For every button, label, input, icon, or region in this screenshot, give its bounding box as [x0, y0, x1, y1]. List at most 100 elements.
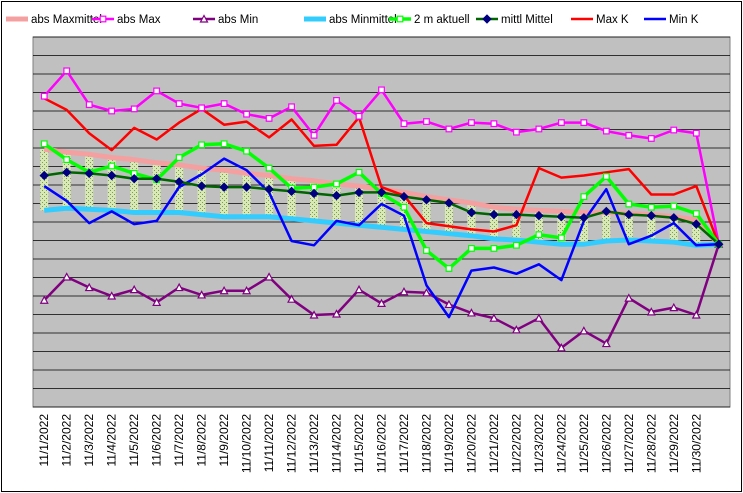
x-tick-label: 11/23/2022	[532, 414, 546, 473]
data-point	[108, 162, 116, 170]
x-tick-label: 11/22/2022	[509, 414, 523, 473]
range-bar	[220, 170, 229, 217]
data-point	[85, 101, 93, 109]
data-point	[445, 265, 453, 272]
range-bar	[579, 212, 588, 245]
x-tick-label: 11/4/2022	[105, 414, 119, 467]
data-point	[62, 272, 72, 281]
data-point	[309, 188, 319, 199]
data-point	[556, 212, 567, 222]
data-point	[534, 313, 544, 322]
range-bar	[85, 154, 94, 210]
data-point	[557, 119, 565, 127]
data-point	[354, 187, 364, 198]
data-point	[468, 119, 475, 127]
legend-label: 2 m aktuell	[414, 14, 470, 26]
data-point	[355, 112, 363, 120]
data-point	[84, 168, 94, 179]
data-point	[39, 170, 49, 181]
data-point	[355, 168, 363, 176]
data-point	[197, 290, 207, 299]
data-point	[331, 190, 342, 201]
range-bar	[557, 211, 566, 245]
range-bar	[152, 162, 161, 213]
range-bar	[602, 212, 611, 242]
data-point	[310, 131, 318, 139]
data-point	[243, 110, 250, 118]
data-point	[174, 282, 184, 292]
data-point	[670, 126, 678, 134]
data-point	[579, 213, 589, 223]
data-point	[332, 309, 342, 318]
data-point	[174, 177, 184, 187]
data-point	[423, 118, 430, 125]
data-point	[691, 219, 701, 229]
data-point	[490, 245, 498, 252]
range-bar	[489, 207, 498, 239]
data-point	[489, 313, 499, 322]
data-point	[129, 284, 139, 294]
data-point	[219, 285, 229, 295]
data-point	[490, 120, 498, 128]
data-point	[468, 245, 475, 252]
x-axis-ticks: 11/1/2022 11/2/2022 11/3/2022 11/4/2022 11/5…	[37, 414, 703, 473]
x-tick-label: 11/20/2022	[464, 414, 478, 473]
data-point	[354, 284, 364, 294]
range-bar	[692, 219, 701, 246]
data-point	[624, 209, 634, 220]
data-point	[421, 195, 432, 205]
x-tick-label: 11/13/2022	[307, 414, 321, 473]
data-point	[309, 310, 319, 319]
x-tick-label: 11/11/2022	[262, 414, 276, 473]
data-point	[399, 287, 409, 296]
data-point	[198, 104, 206, 112]
data-point	[264, 272, 274, 281]
range-bar	[669, 216, 678, 243]
data-point	[513, 241, 520, 249]
data-point	[445, 125, 453, 133]
data-point	[647, 203, 655, 211]
range-bar	[197, 168, 206, 215]
data-point	[602, 173, 610, 180]
data-point	[62, 167, 72, 178]
data-point	[220, 100, 228, 108]
data-point	[153, 87, 161, 95]
range-bar	[242, 173, 251, 217]
legend-label: Min K	[669, 14, 699, 26]
data-point	[466, 207, 477, 218]
data-point	[84, 282, 94, 292]
data-point	[264, 184, 274, 194]
data-point	[421, 288, 431, 297]
x-tick-label: 11/19/2022	[442, 414, 456, 473]
data-point	[601, 338, 611, 348]
series-markers	[39, 67, 724, 352]
data-point	[130, 105, 138, 113]
data-point	[647, 135, 655, 142]
data-point	[242, 285, 252, 295]
range-bar	[467, 202, 476, 236]
data-point	[580, 119, 588, 127]
range-bar	[62, 152, 71, 209]
x-tick-label: 11/25/2022	[577, 414, 591, 473]
x-tick-label: 11/1/2022	[37, 414, 51, 467]
data-point	[40, 140, 48, 148]
data-point	[175, 154, 183, 161]
x-tick-label: 11/30/2022	[689, 414, 703, 473]
series-line-max-k	[43, 97, 720, 245]
data-point	[444, 299, 454, 309]
data-point	[669, 213, 679, 223]
data-point	[691, 310, 701, 319]
data-point	[692, 129, 700, 137]
legend-marker	[199, 14, 209, 23]
data-point	[107, 291, 117, 300]
legend-marker	[396, 15, 404, 23]
data-point	[534, 210, 544, 221]
data-point	[333, 97, 340, 104]
x-tick-label: 11/21/2022	[487, 414, 501, 473]
x-tick-label: 11/27/2022	[622, 414, 636, 473]
data-point	[646, 210, 657, 221]
x-tick-label: 11/3/2022	[82, 414, 96, 467]
data-point	[108, 107, 116, 115]
chart-legend: abs Maxmittel abs Max abs Min abs Minmittel…	[6, 14, 699, 26]
